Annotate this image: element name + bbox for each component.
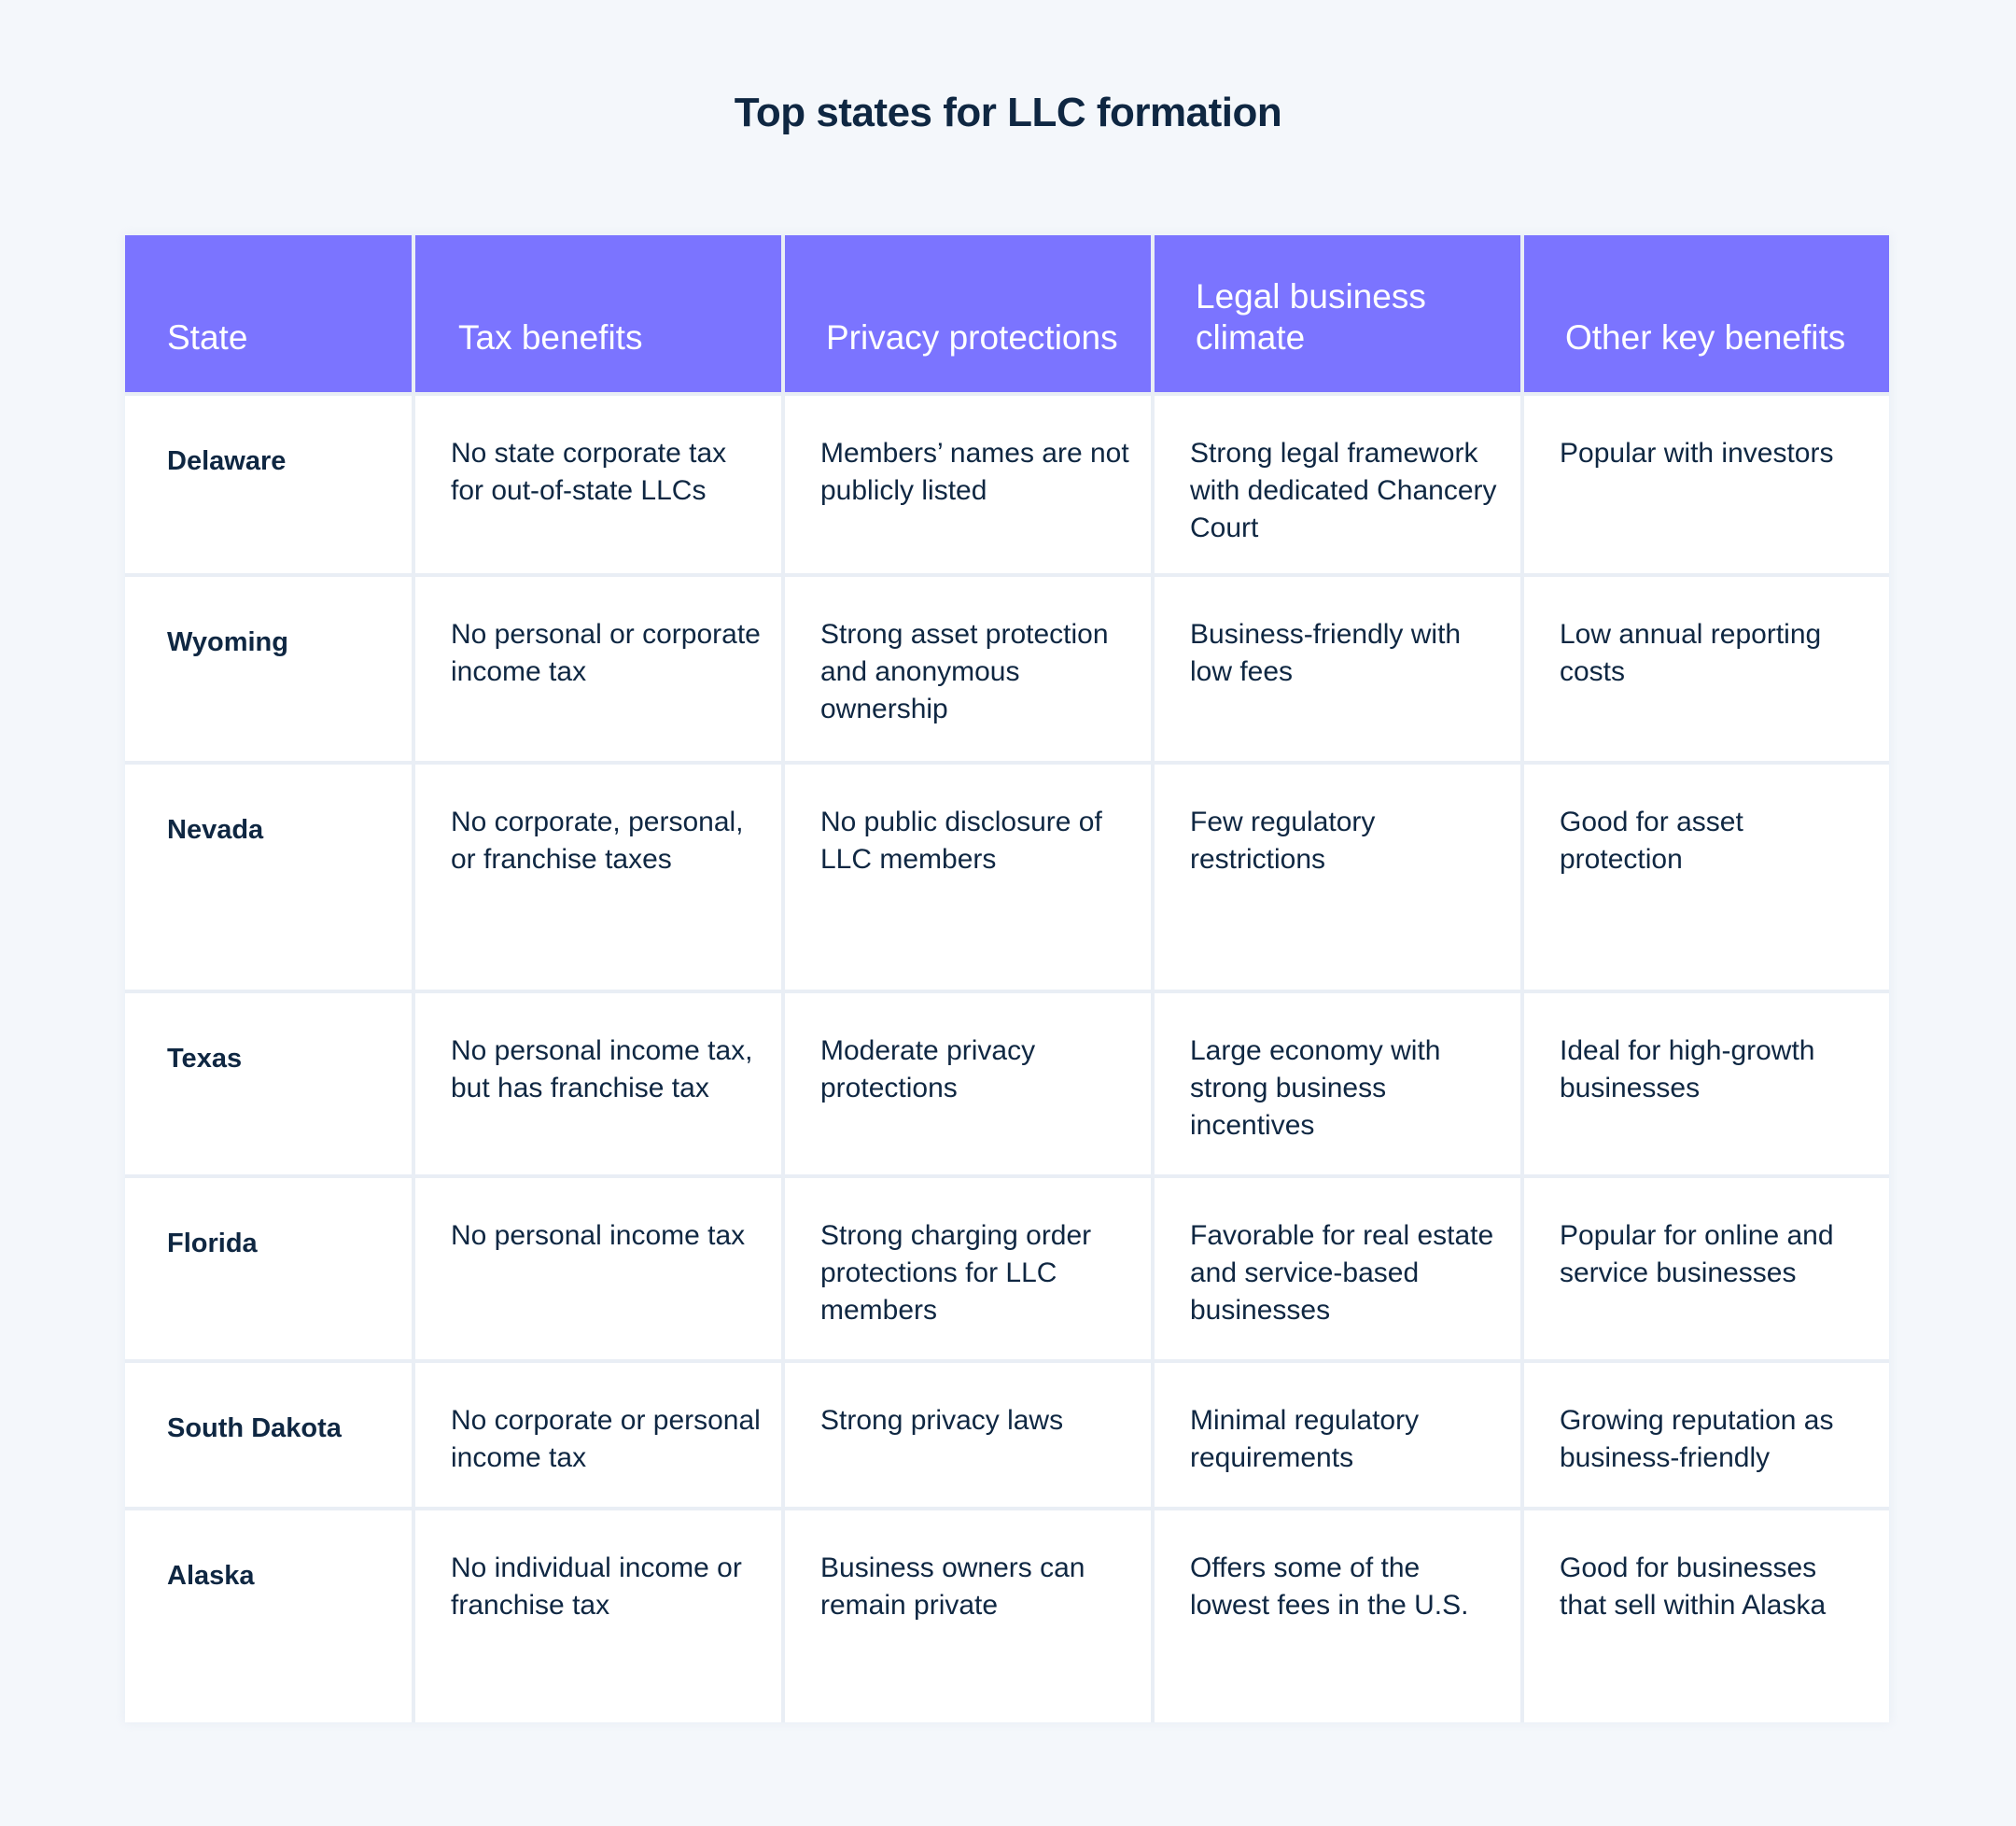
- column-header-label: Other key benefits: [1565, 318, 1846, 357]
- tax-benefits-cell: No personal or corporate income tax: [415, 577, 781, 761]
- column-header-label: Tax benefits: [458, 318, 643, 357]
- state-cell: Alaska: [125, 1510, 412, 1722]
- legal-climate-cell: Strong legal framework with dedicated Ch…: [1155, 396, 1520, 573]
- legal-climate-cell: Large economy with strong business incen…: [1155, 993, 1520, 1174]
- state-cell: Florida: [125, 1178, 412, 1359]
- legal-climate-cell: Business-friendly with low fees: [1155, 577, 1520, 761]
- column-header-other-key-benefits: Other key benefits: [1524, 235, 1889, 392]
- privacy-protections-cell: Moderate privacy protections: [785, 993, 1151, 1174]
- other-benefits-cell: Growing reputation as business-friendly: [1524, 1363, 1889, 1507]
- state-cell: South Dakota: [125, 1363, 412, 1507]
- column-header-label: Legal business climate: [1196, 277, 1426, 357]
- state-cell: Texas: [125, 993, 412, 1174]
- legal-climate-cell: Favorable for real estate and service-ba…: [1155, 1178, 1520, 1359]
- legal-climate-cell: Few regulatory restrictions: [1155, 765, 1520, 990]
- other-benefits-cell: Good for asset protection: [1524, 765, 1889, 990]
- column-header-legal-business-climate: Legal business climate: [1155, 235, 1520, 392]
- other-benefits-cell: Good for businesses that sell within Ala…: [1524, 1510, 1889, 1722]
- privacy-protections-cell: Strong charging order protections for LL…: [785, 1178, 1151, 1359]
- other-benefits-cell: Popular for online and service businesse…: [1524, 1178, 1889, 1359]
- tax-benefits-cell: No corporate or personal income tax: [415, 1363, 781, 1507]
- column-header-privacy-protections: Privacy protections: [785, 235, 1151, 392]
- privacy-protections-cell: Strong asset protection and anonymous ow…: [785, 577, 1151, 761]
- column-header-state: State: [125, 235, 412, 392]
- tax-benefits-cell: No state corporate tax for out-of-state …: [415, 396, 781, 573]
- page-title: Top states for LLC formation: [734, 90, 1282, 135]
- other-benefits-cell: Ideal for high-growth businesses: [1524, 993, 1889, 1174]
- tax-benefits-cell: No personal income tax, but has franchis…: [415, 993, 781, 1174]
- tax-benefits-cell: No personal income tax: [415, 1178, 781, 1359]
- column-header-label: Privacy protections: [826, 318, 1118, 357]
- other-benefits-cell: Popular with investors: [1524, 396, 1889, 573]
- legal-climate-cell: Offers some of the lowest fees in the U.…: [1155, 1510, 1520, 1722]
- privacy-protections-cell: Members’ names are not publicly listed: [785, 396, 1151, 573]
- column-header-label: State: [167, 318, 248, 357]
- other-benefits-cell: Low annual reporting costs: [1524, 577, 1889, 761]
- legal-climate-cell: Minimal regulatory requirements: [1155, 1363, 1520, 1507]
- state-cell: Delaware: [125, 396, 412, 573]
- tax-benefits-cell: No corporate, personal, or franchise tax…: [415, 765, 781, 990]
- privacy-protections-cell: Business owners can remain private: [785, 1510, 1151, 1722]
- tax-benefits-cell: No individual income or franchise tax: [415, 1510, 781, 1722]
- privacy-protections-cell: No public disclosure of LLC members: [785, 765, 1151, 990]
- privacy-protections-cell: Strong privacy laws: [785, 1363, 1151, 1507]
- state-cell: Nevada: [125, 765, 412, 990]
- state-cell: Wyoming: [125, 577, 412, 761]
- column-header-tax-benefits: Tax benefits: [415, 235, 781, 392]
- llc-states-table: State Tax benefits Privacy protections L…: [125, 235, 1889, 1722]
